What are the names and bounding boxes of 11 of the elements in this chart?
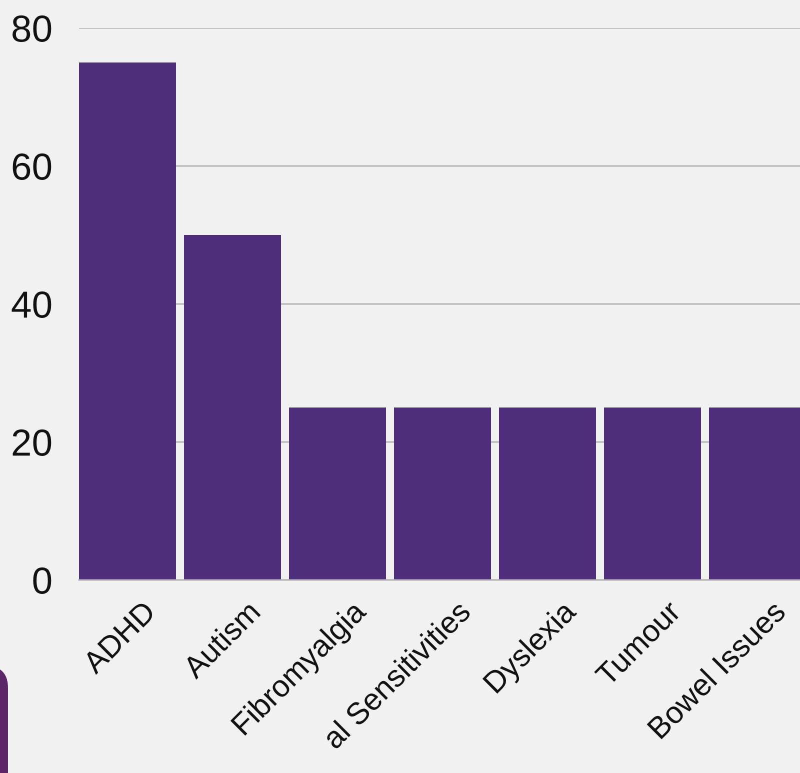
bar	[499, 408, 596, 580]
bar	[394, 408, 491, 580]
bar	[184, 235, 281, 580]
bar	[289, 408, 386, 580]
bar	[604, 408, 701, 580]
bar	[79, 62, 176, 580]
y-tick-label: 0	[33, 567, 52, 594]
y-tick-label: 20	[12, 429, 52, 456]
y-tick-label: 40	[12, 291, 52, 318]
y-tick-label: 60	[12, 153, 52, 180]
y-tick-label: 80	[12, 15, 52, 42]
